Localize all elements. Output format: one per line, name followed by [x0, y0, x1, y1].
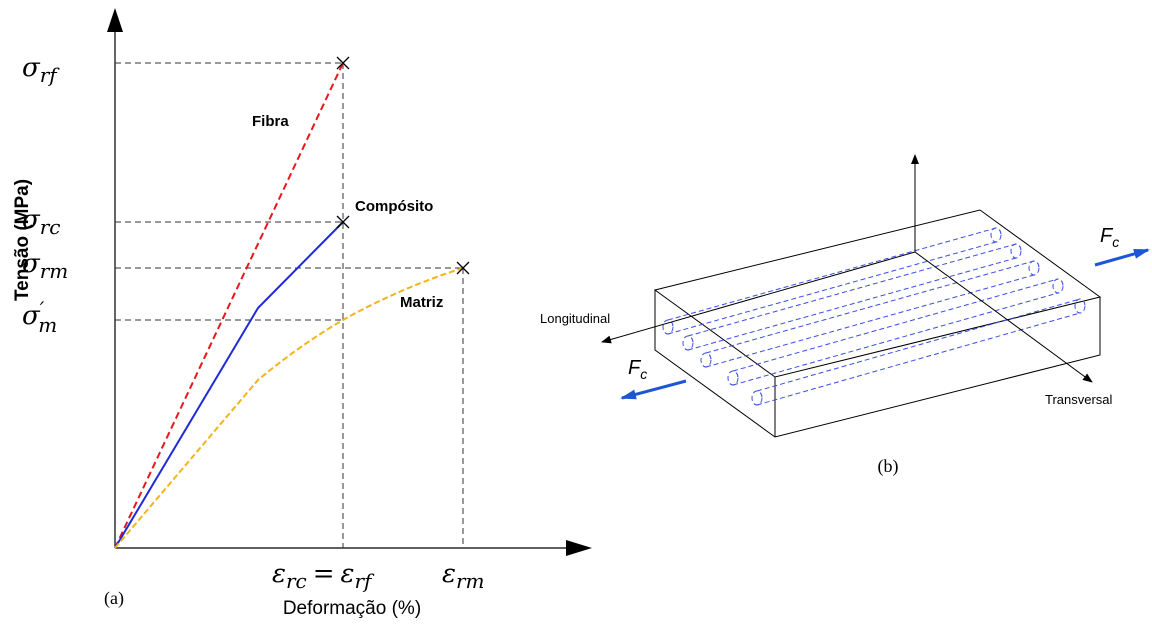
curve-label: Fibra: [252, 113, 289, 130]
force-label: Fc: [628, 357, 647, 382]
curve-label: Compósito: [355, 198, 433, 215]
x-axis-label: Deformação (%): [283, 598, 421, 619]
subscript: m: [38, 313, 57, 337]
y-axis-label: Tensão (MPa): [12, 179, 33, 301]
subscript: rf: [354, 569, 375, 593]
symbol: ε: [442, 559, 456, 589]
fiber-curve: [115, 63, 343, 548]
caption: (a): [104, 588, 124, 609]
box: [655, 210, 1100, 437]
subscript: rm: [456, 569, 485, 593]
coordinate-axes: [602, 155, 1092, 382]
composite-curve: [115, 222, 343, 548]
subscript: c: [640, 366, 647, 382]
axis-label: Longitudinal: [540, 311, 610, 326]
subscript: rc: [40, 215, 61, 239]
force-arrow: [1095, 250, 1148, 265]
caption: (b): [878, 456, 899, 477]
level-label: εrm: [442, 559, 484, 593]
curve-label: Matriz: [400, 294, 443, 311]
x-arrow: [566, 540, 592, 556]
force-arrow: [622, 381, 686, 398]
axis-label: Transversal: [1045, 392, 1113, 407]
level-label: σ′m: [22, 297, 57, 337]
subscript: c: [1112, 234, 1119, 250]
figure: σrf σrc σrm σ′m εrc=εrf εrm Fibra Compós…: [0, 0, 1152, 632]
y-arrow: [107, 8, 123, 32]
subscript: rf: [40, 63, 61, 87]
failure-marks: [337, 57, 469, 274]
subscript: rc: [286, 569, 307, 593]
level-label: εrc=εrf: [272, 559, 375, 593]
symbol: ε: [272, 559, 286, 589]
equals: =: [313, 559, 335, 589]
force-label: Fc: [1100, 225, 1119, 250]
symbol: σ: [22, 53, 41, 83]
symbol: ε: [341, 559, 355, 589]
level-label: σrf: [22, 53, 60, 87]
subscript: rm: [40, 259, 69, 283]
